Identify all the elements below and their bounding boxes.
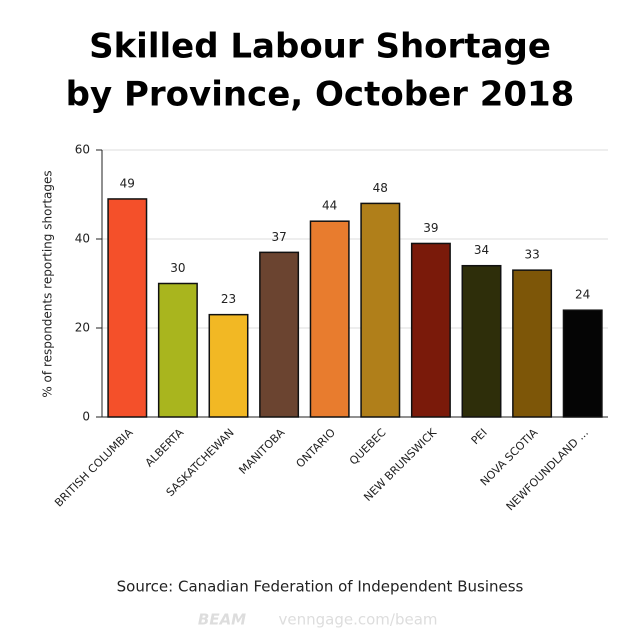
y-tick-label: 0 [82,410,90,424]
watermark: venngage.com/beam [279,611,438,629]
bar [157,282,198,418]
value-label: 48 [373,181,388,195]
bar [259,251,300,418]
x-tick-label: PEI [469,426,490,447]
bar [208,313,249,418]
value-label: 23 [221,292,236,306]
bar [360,202,401,418]
x-tick-label: MANITOBA [236,426,287,477]
bar [562,309,603,418]
value-label: 39 [423,221,438,235]
chart-title: by Province, October 2018 [66,75,575,115]
y-axis-label: % of respondents reporting shortages [41,170,55,397]
value-label: 49 [120,176,135,190]
x-tick-label: ALBERTA [143,426,187,470]
value-label: 44 [322,199,337,213]
chart-title: Skilled Labour Shortage [89,27,551,67]
bar [107,198,148,418]
y-tick-label: 40 [75,232,90,246]
bar [410,242,451,418]
bar [512,269,553,418]
x-tick-label: ONTARIO [294,426,339,471]
value-label: 33 [524,248,539,262]
bar [309,220,350,418]
watermark: BEAM [198,611,246,629]
value-label: 24 [575,288,590,302]
y-tick-label: 60 [75,143,90,157]
x-tick-label: QUEBEC [347,426,389,468]
value-label: 37 [271,230,286,244]
x-tick-label: BRITISH COLUMBIA [52,426,136,510]
source: Source: Canadian Federation of Independe… [117,578,524,596]
y-tick-label: 20 [75,321,90,335]
value-label: 30 [170,261,185,275]
value-label: 34 [474,243,489,257]
bar [461,264,502,418]
